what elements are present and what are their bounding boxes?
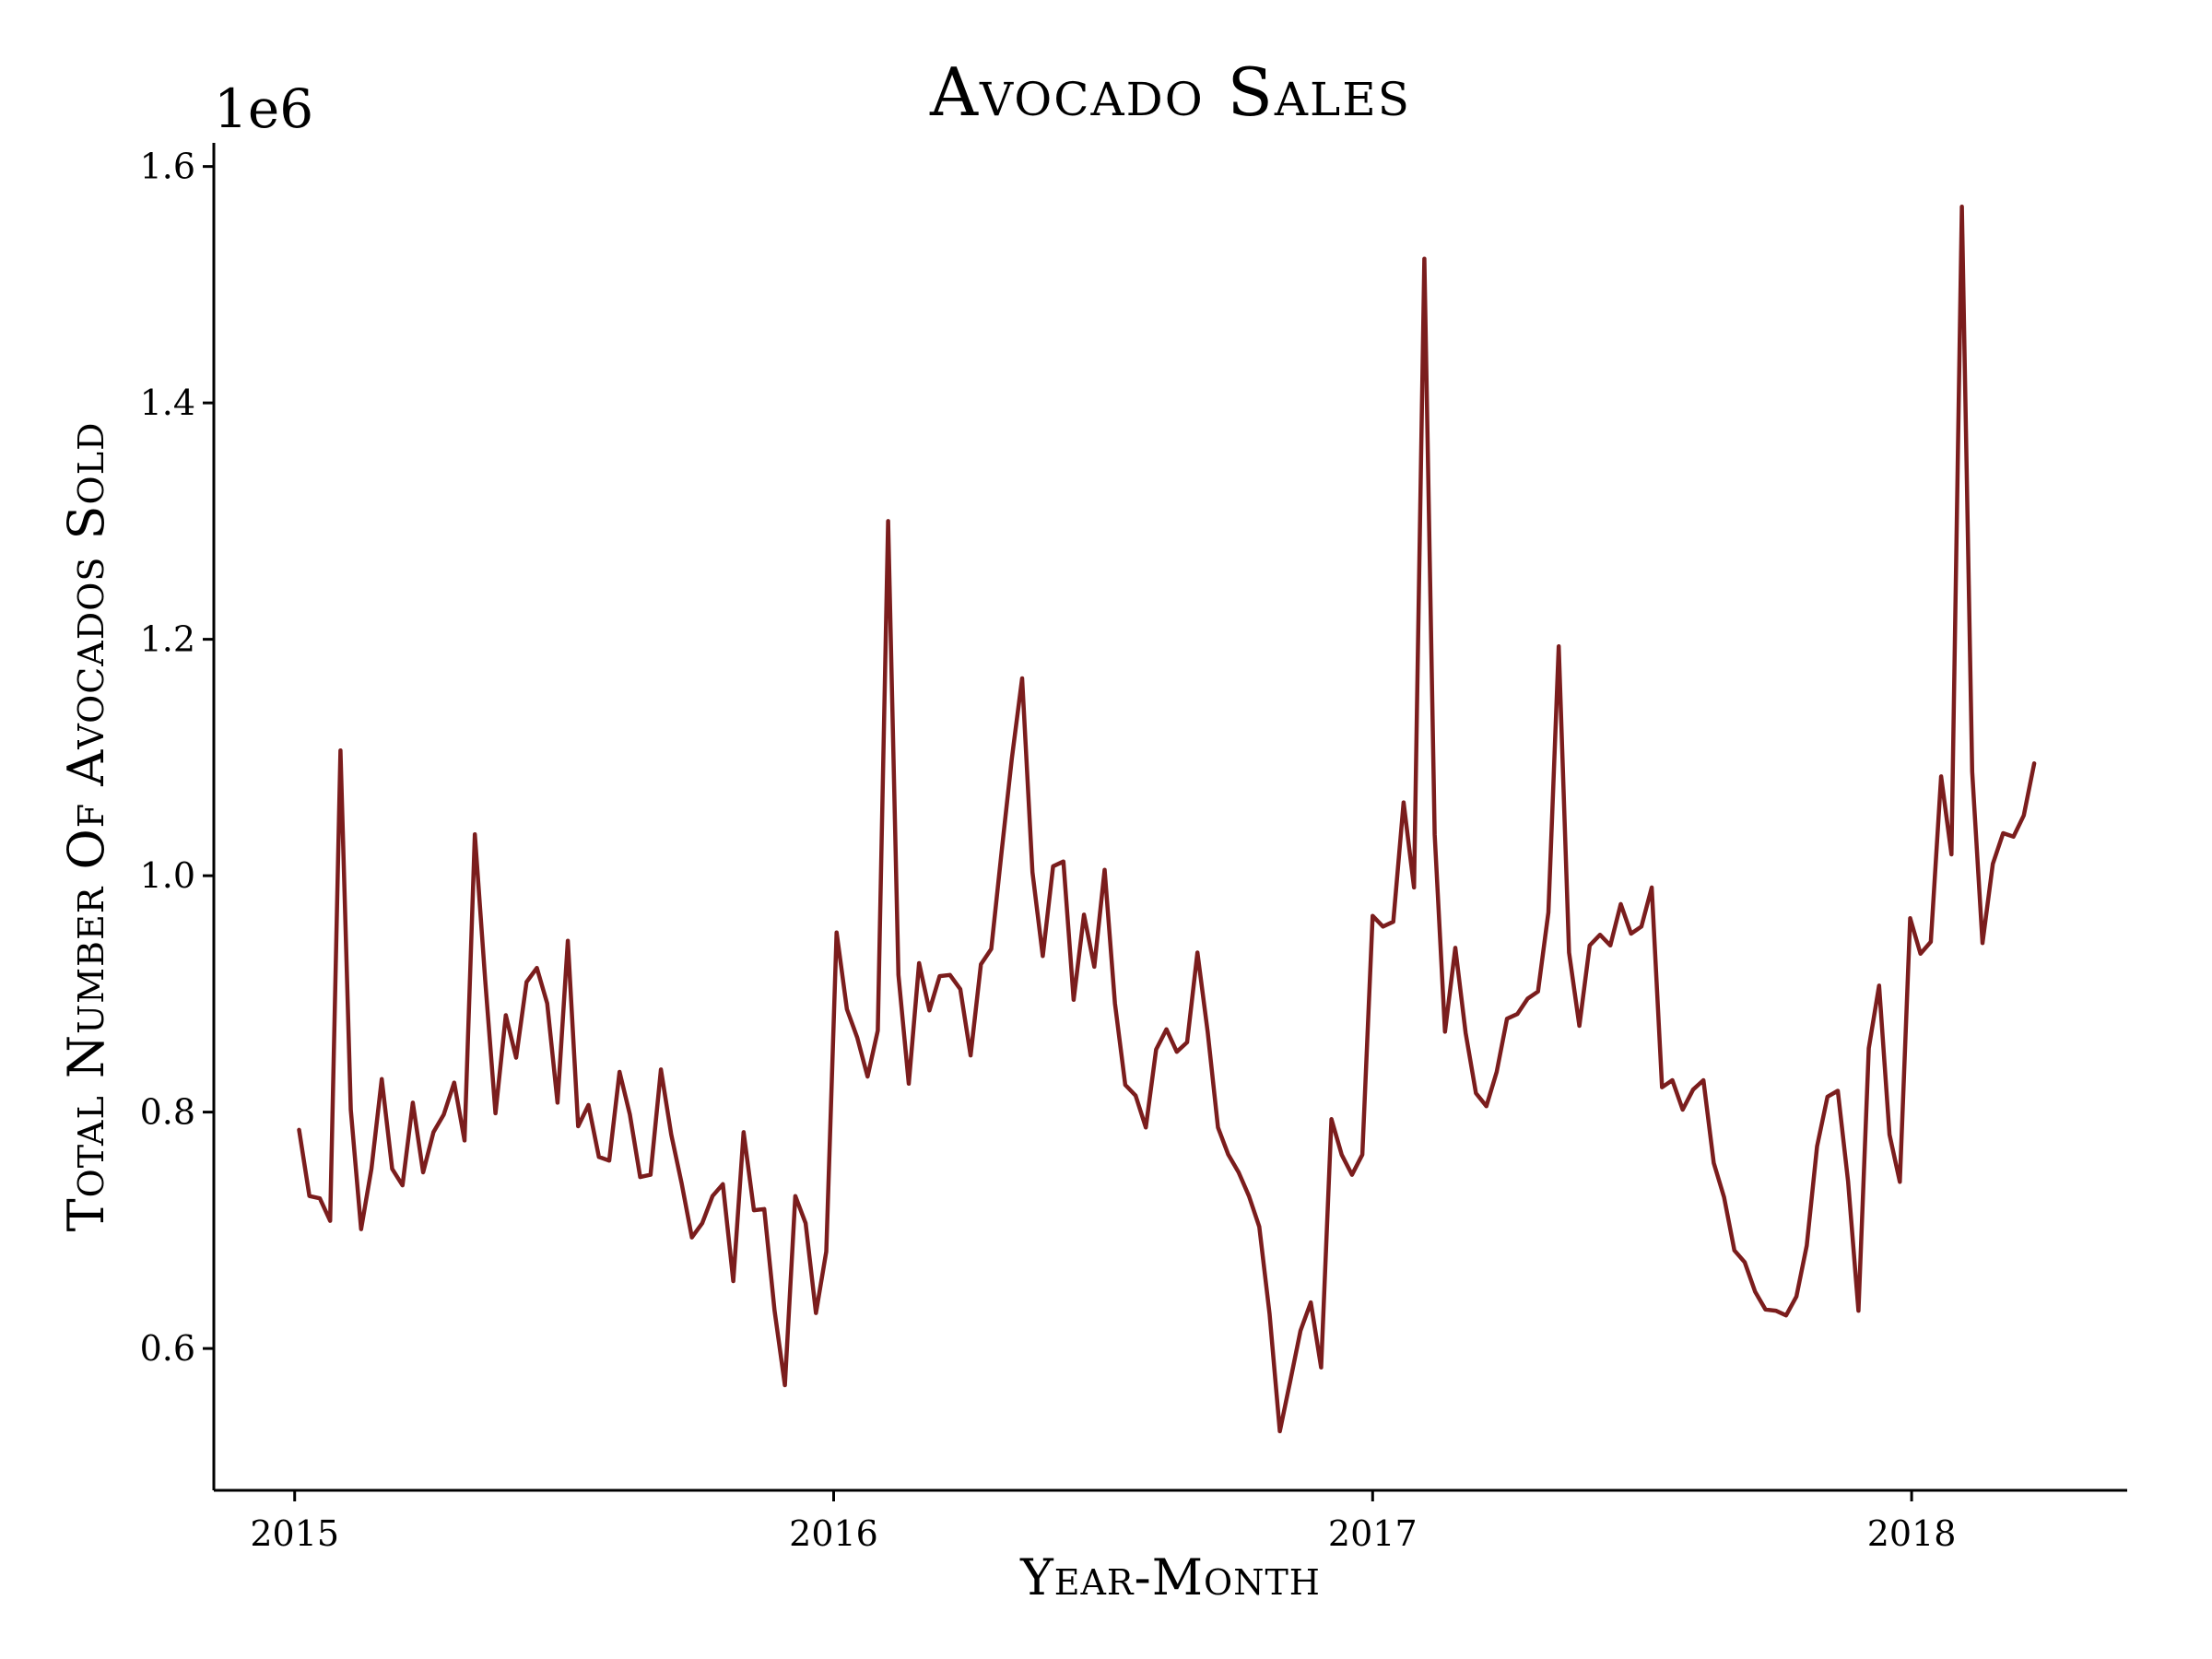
x-tick-label-2016: 2016 [789, 1513, 878, 1554]
x-axis-label: Year-Month [1019, 1548, 1321, 1606]
y-tick-label-1.0: 1.0 [140, 855, 195, 896]
y-axis-offset-label: 1e6 [214, 77, 313, 140]
x-tick-label-2018: 2018 [1867, 1513, 1957, 1554]
y-tick-label-0.6: 0.6 [140, 1328, 195, 1369]
series-group [297, 205, 2037, 1434]
y-tick-label-0.8: 0.8 [140, 1092, 195, 1133]
x-tick-label-2015: 2015 [250, 1513, 339, 1554]
y-tick-label-1.4: 1.4 [140, 382, 195, 423]
chart-title: Avocado Sales [929, 53, 1411, 131]
x-tick-label-2017: 2017 [1328, 1513, 1418, 1554]
series-line-0 [297, 205, 2037, 1434]
y-axis-label: Total Number Of Avocados Sold [57, 422, 115, 1232]
y-tick-label-1.2: 1.2 [140, 619, 195, 660]
axis-ticks: 2015 2016 2017 2018 0.6 0.8 1.0 1.2 1.4 1.6 [140, 147, 1957, 1554]
y-tick-label-1.6: 1.6 [140, 147, 195, 187]
